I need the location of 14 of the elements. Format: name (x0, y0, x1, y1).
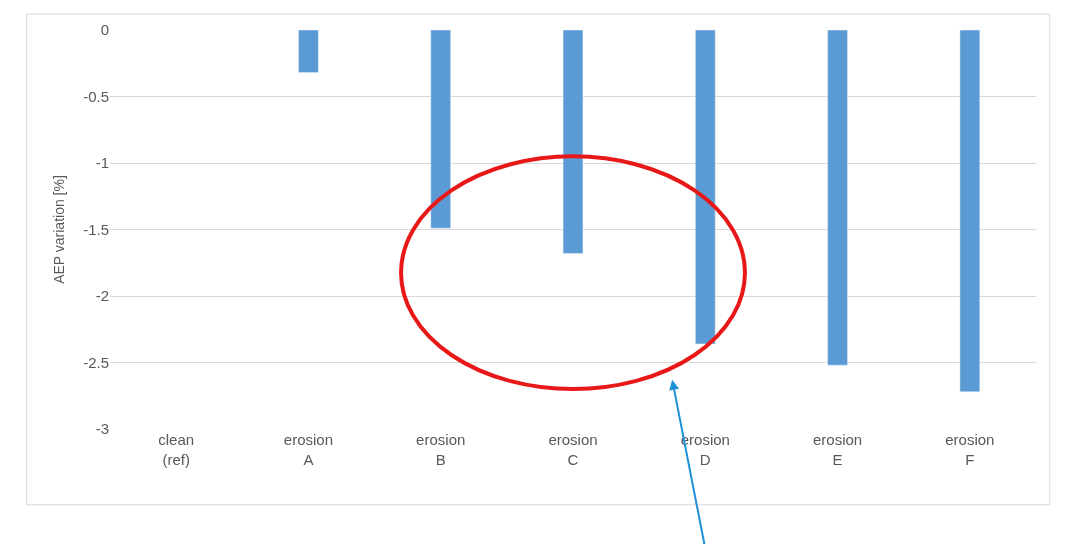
x-tick-label: erosion A (283, 431, 334, 468)
y-tick-label: -3 (95, 420, 109, 438)
x-tick-label: erosion F (945, 431, 995, 468)
y-tick-label: -1 (95, 154, 109, 172)
x-tick-label: erosion C (548, 431, 598, 468)
y-tick-label: -2.5 (83, 353, 109, 371)
y-tick-label: 0 (100, 21, 109, 39)
x-tick-label: clean (ref) (158, 431, 195, 468)
y-tick-label: -0.5 (83, 87, 109, 105)
y-axis-title: AEP variation [%] (50, 175, 67, 284)
y-tick-label: -1.5 (83, 220, 109, 238)
x-tick-label: erosion E (812, 431, 863, 468)
x-tick-label: erosion B (416, 431, 466, 468)
y-tick-label: -2 (95, 287, 109, 305)
